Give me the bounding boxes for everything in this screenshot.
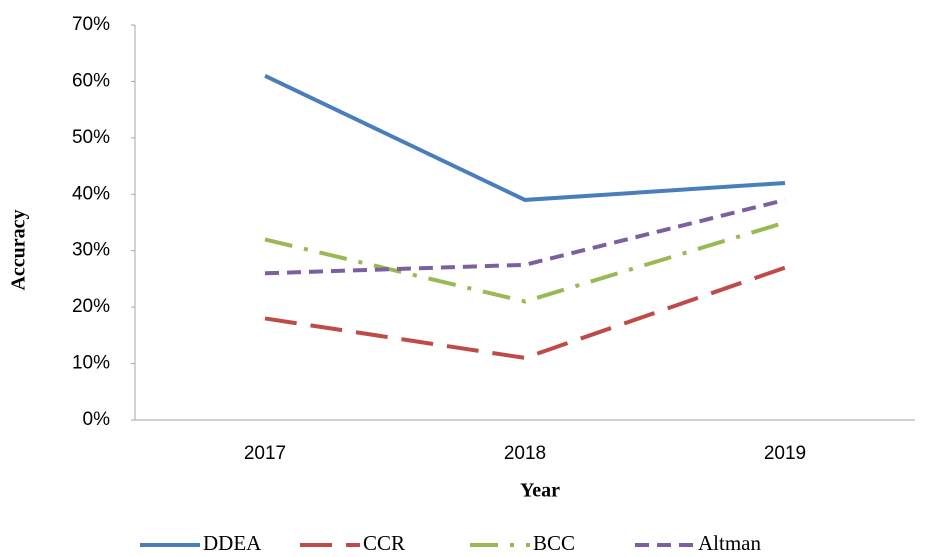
x-axis-title: Year: [520, 480, 560, 502]
legend-label: CCR: [363, 531, 405, 555]
x-tick-label: 2019: [764, 443, 806, 464]
y-tick-label: 20%: [72, 296, 110, 317]
y-tick-label: 10%: [72, 353, 110, 374]
legend-label: Altman: [698, 531, 761, 555]
y-tick-label: 50%: [72, 127, 110, 148]
y-tick-label: 70%: [72, 14, 110, 35]
x-tick-label: 2017: [244, 443, 286, 464]
series-line: [264, 73, 786, 202]
legend-label: BCC: [533, 531, 575, 555]
series-line: [264, 265, 786, 360]
legend-label: DDEA: [203, 531, 262, 555]
series-line: [264, 197, 786, 276]
y-tick-label: 30%: [72, 240, 110, 261]
y-axis-title: Accuracy: [8, 209, 30, 290]
x-tick-label: 2018: [504, 443, 546, 464]
series-line: [264, 220, 786, 304]
y-tick-label: 60%: [72, 70, 110, 91]
y-tick-label: 0%: [83, 409, 111, 430]
y-tick-label: 40%: [72, 183, 110, 204]
